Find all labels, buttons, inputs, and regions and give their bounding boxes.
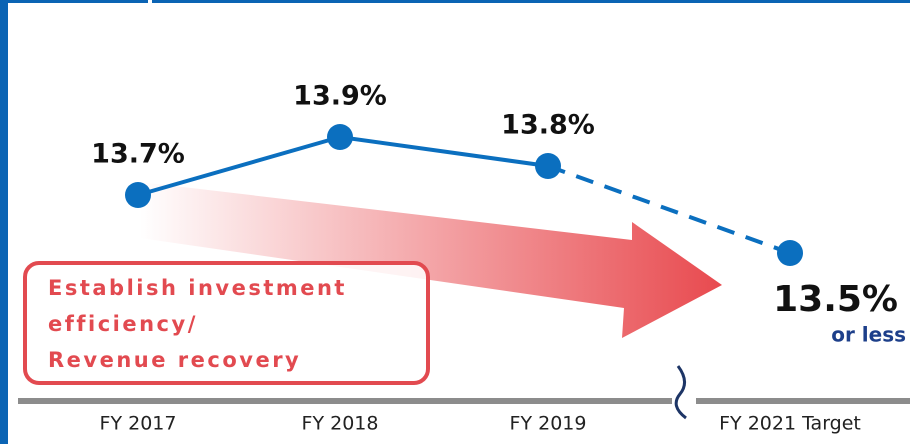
data-point: [125, 182, 151, 208]
top-border: [152, 0, 910, 3]
x-tick-label: FY 2018: [302, 413, 379, 435]
baseline: [18, 398, 910, 404]
data-point: [327, 124, 353, 150]
annotation-box: [23, 261, 430, 385]
data-point: [777, 240, 803, 266]
trend-arrow: [140, 182, 722, 338]
top-border: [8, 0, 148, 3]
annotation-line: Establish investment: [48, 276, 347, 300]
annotation-line: Revenue recovery: [48, 348, 301, 372]
x-tick-label: FY 2021 Target: [719, 413, 861, 435]
series-line-projection: [547, 164, 791, 255]
data-label: 13.9%: [293, 81, 387, 112]
x-tick-label: FY 2017: [100, 413, 177, 435]
x-tick-label: FY 2019: [510, 413, 587, 435]
annotation-line: efficiency/: [48, 312, 198, 336]
target-note: or less: [831, 323, 906, 347]
axis-break: [674, 365, 687, 420]
data-label: 13.5%: [773, 279, 898, 320]
left-border: [0, 0, 8, 444]
data-point: [535, 153, 561, 179]
data-label: 13.7%: [91, 139, 185, 170]
data-label: 13.8%: [501, 110, 595, 141]
